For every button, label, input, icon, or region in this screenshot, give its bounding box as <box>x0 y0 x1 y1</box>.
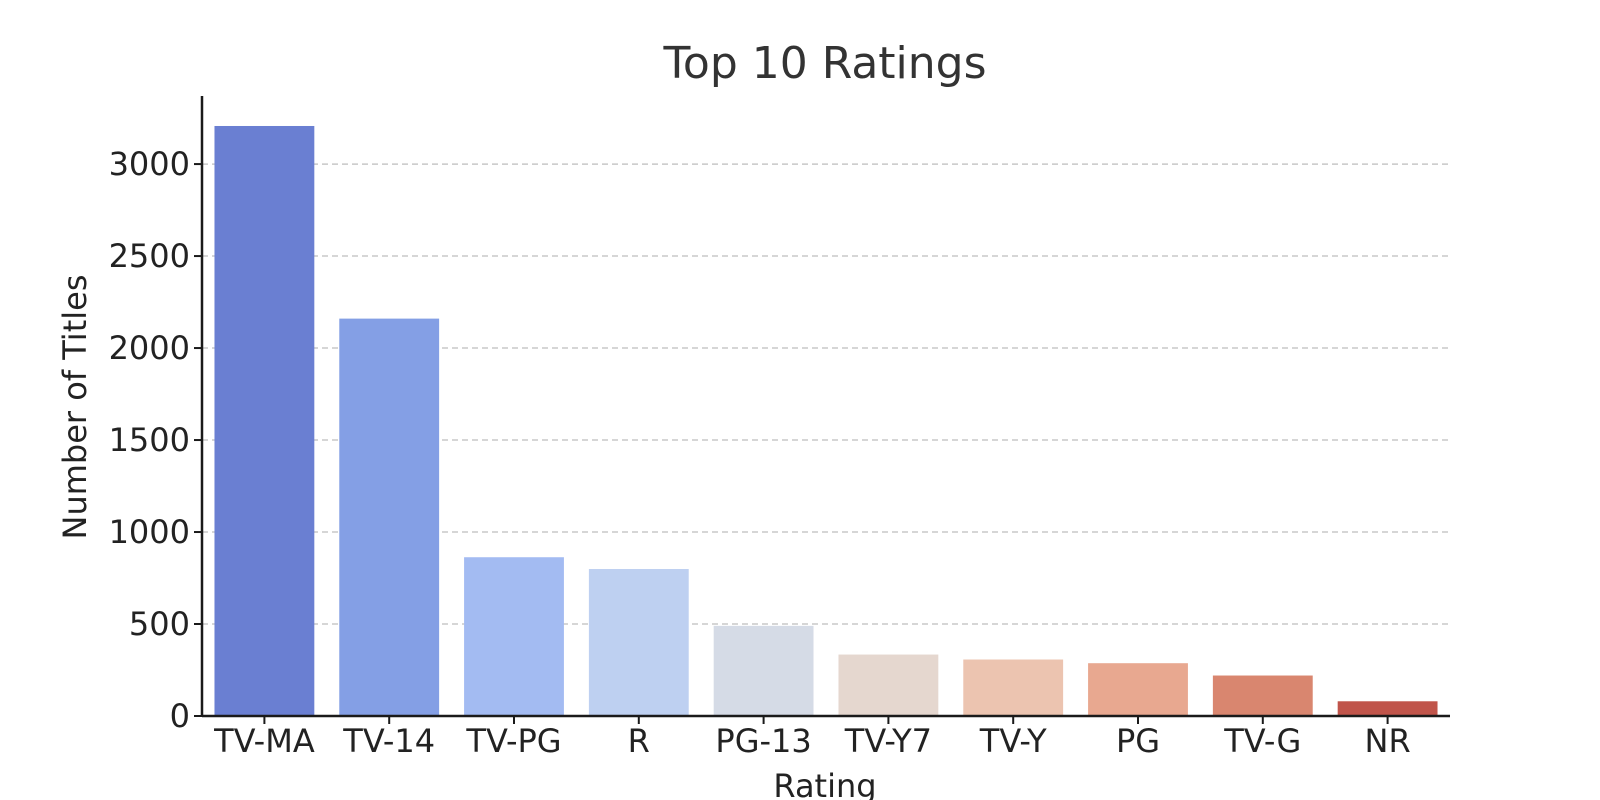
axes <box>194 96 1450 724</box>
x-tick-label: TV-G <box>1223 722 1301 760</box>
y-tick-label: 3000 <box>109 145 190 183</box>
y-tick-label: 1500 <box>109 421 190 459</box>
x-tick-label: PG-13 <box>715 722 811 760</box>
bar-tv-ma <box>214 125 315 716</box>
bar-pg <box>1088 663 1188 716</box>
gridlines <box>202 163 1450 625</box>
x-tick-label: TV-MA <box>213 722 315 760</box>
y-tick-label: 2500 <box>109 237 190 275</box>
y-tick-label: 500 <box>129 605 190 643</box>
y-tick-label: 1000 <box>109 513 190 551</box>
tick-labels: 0 500 1000 1500 2000 2500 3000 TV-MA TV-14 TV-PG R… <box>109 145 1411 760</box>
y-axis-label: Number of Titles <box>56 275 94 540</box>
bar-r <box>588 569 689 716</box>
bar-tv-14 <box>339 318 440 716</box>
x-tick-label: NR <box>1365 722 1411 760</box>
bar-pg-13 <box>713 625 814 716</box>
x-tick-label: TV-PG <box>465 722 561 760</box>
bar-tv-y7 <box>838 654 939 716</box>
y-tick-label: 0 <box>170 697 190 735</box>
x-tick-label: R <box>628 722 650 760</box>
x-tick-label: TV-14 <box>342 722 435 760</box>
chart-title: Top 10 Ratings <box>663 38 987 89</box>
bar-tv-pg <box>464 557 564 716</box>
x-tick-label: TV-Y <box>979 722 1047 760</box>
bar-tv-g <box>1212 675 1313 716</box>
bar-nr <box>1337 701 1438 716</box>
x-tick-label: TV-Y7 <box>844 722 932 760</box>
x-axis-label: Rating <box>773 767 876 800</box>
y-tick-label: 2000 <box>109 329 190 367</box>
bar-tv-y <box>963 659 1064 716</box>
x-tick-label: PG <box>1116 722 1160 760</box>
bars <box>214 125 1438 716</box>
